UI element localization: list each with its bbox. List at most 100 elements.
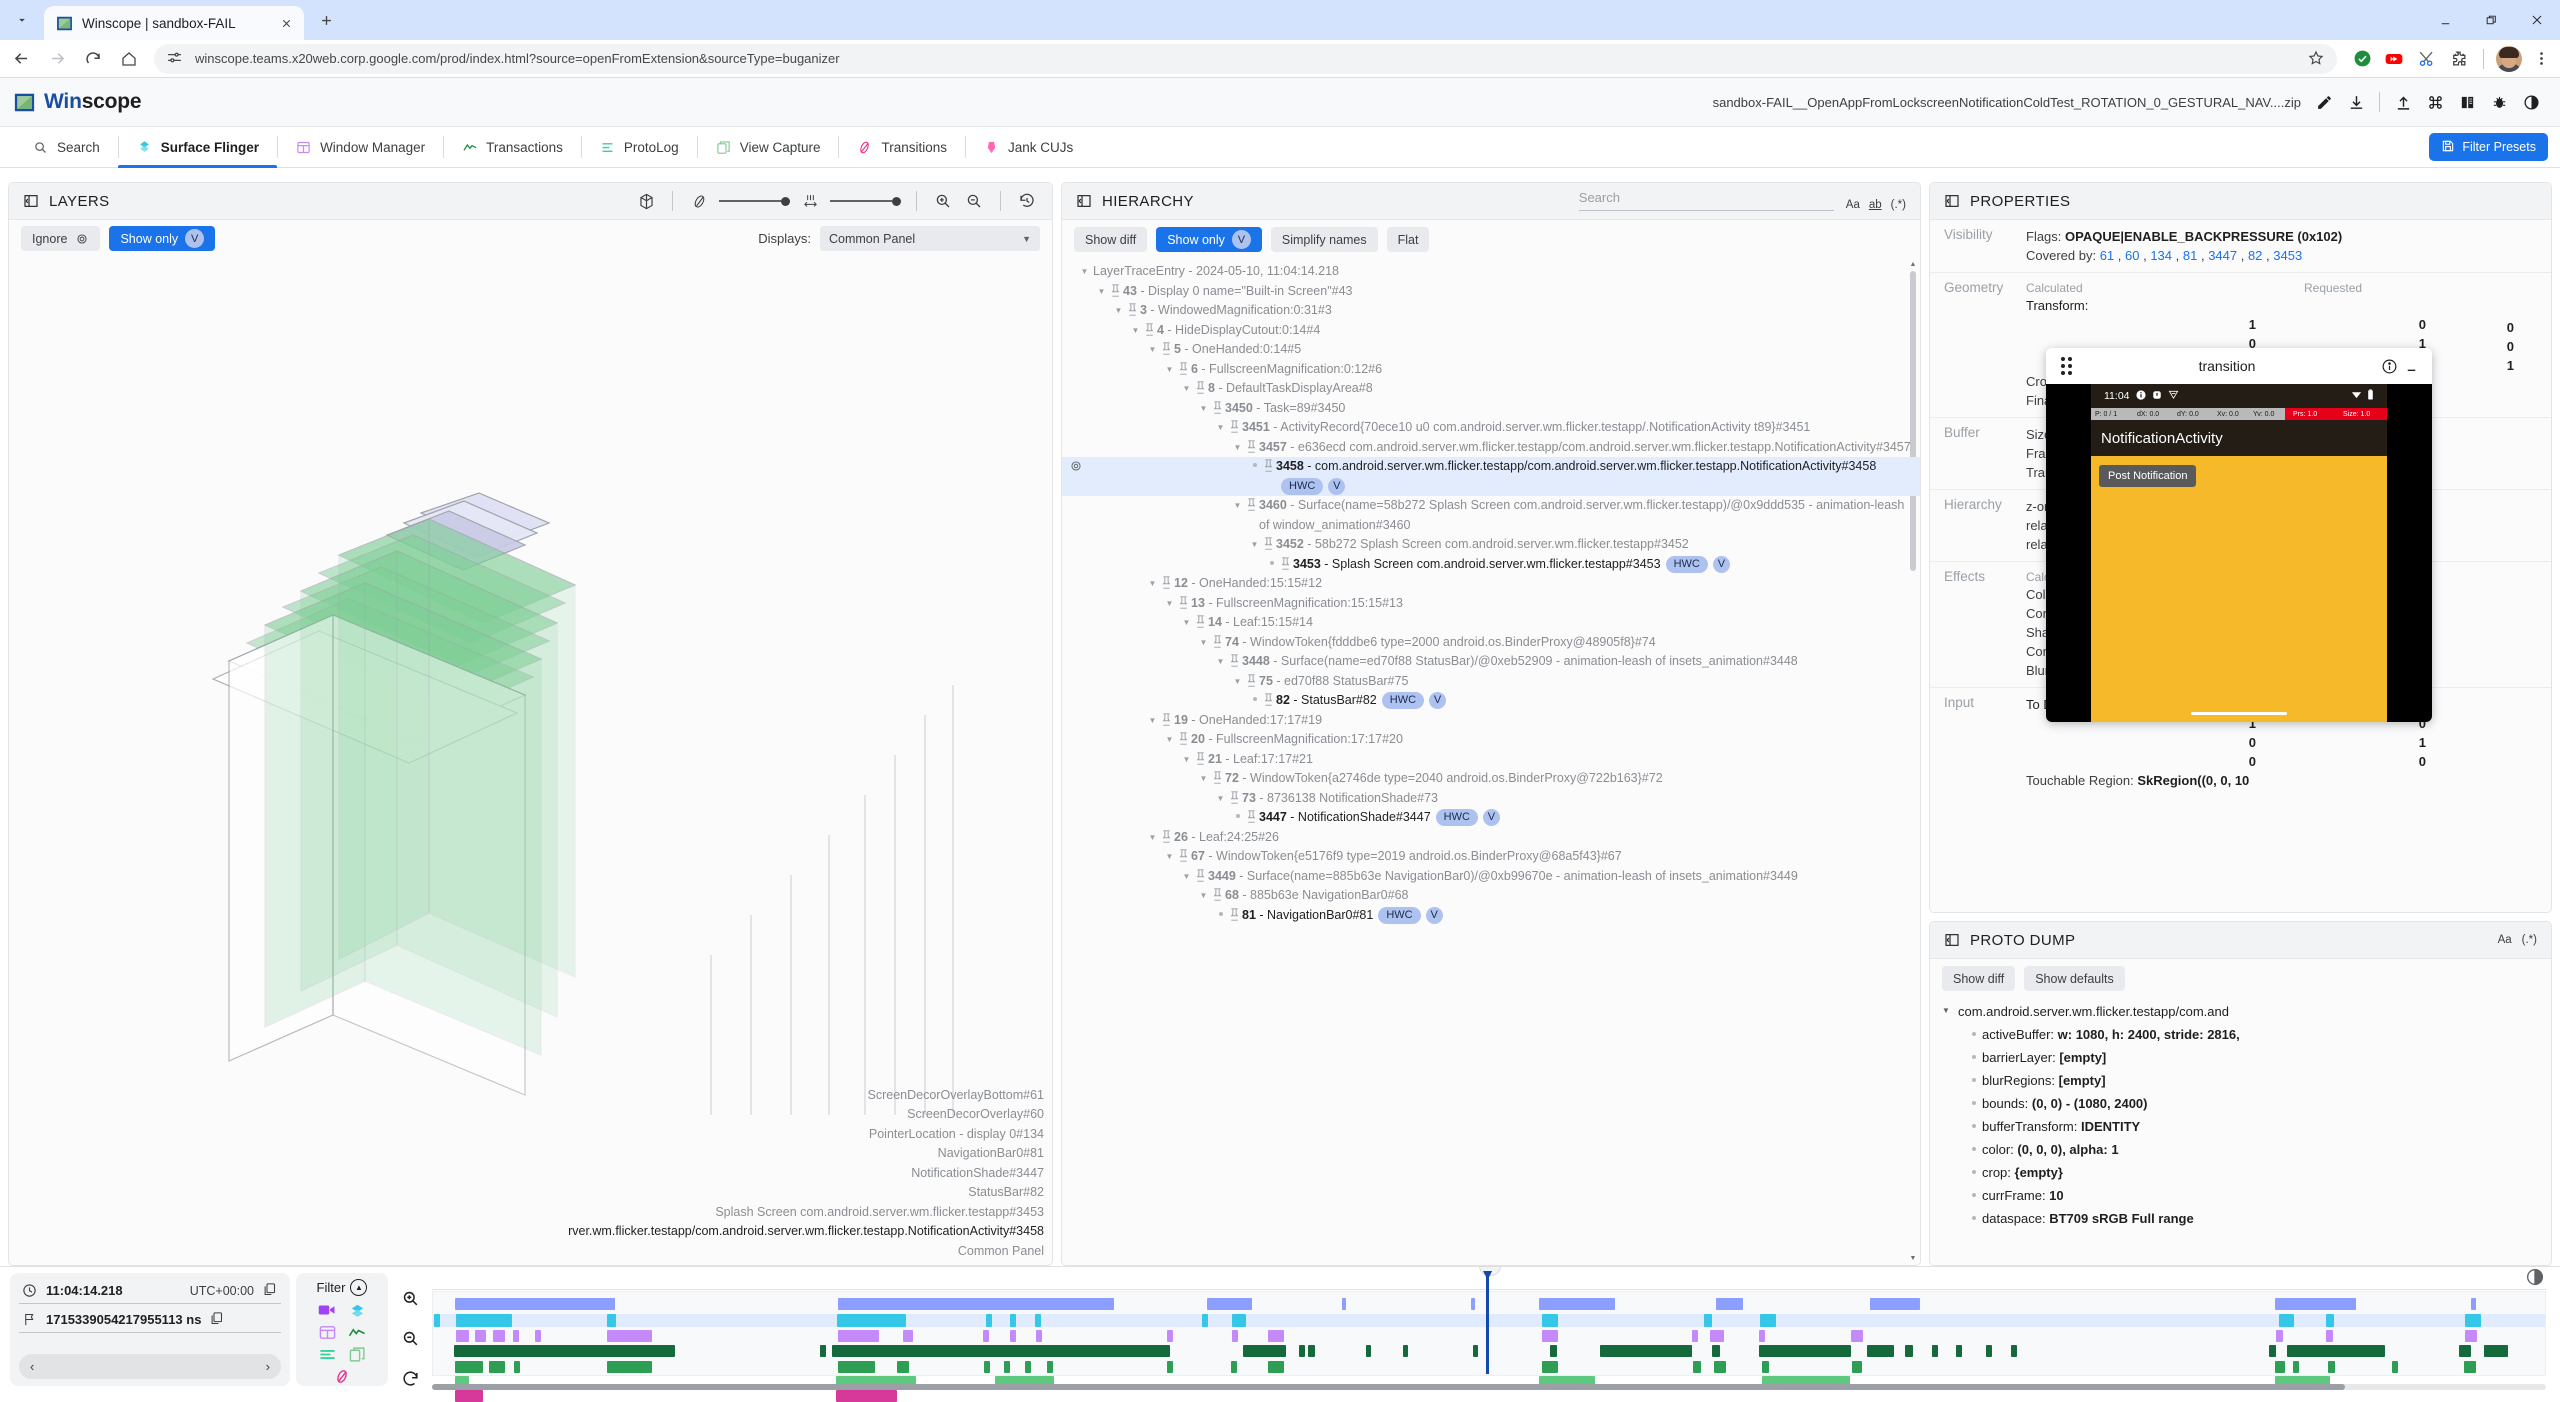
covered-by-link[interactable]: 3447 (2208, 248, 2237, 263)
filter-surface-flinger-icon[interactable] (345, 1300, 369, 1320)
layer-label[interactable]: StatusBar#82 (9, 1183, 1044, 1203)
info-icon[interactable] (2378, 355, 2400, 377)
timeline-segment[interactable] (607, 1330, 651, 1342)
timeline-segment[interactable] (1025, 1361, 1031, 1373)
chevron-down-icon[interactable]: ▼ (1229, 672, 1246, 686)
transition-window-titlebar[interactable]: transition (2046, 348, 2432, 384)
timeline-segment[interactable] (1004, 1361, 1010, 1373)
bug-report-icon[interactable] (2484, 87, 2514, 117)
timeline-tracks-wrapper[interactable] (432, 1267, 2560, 1392)
timeline-segment[interactable] (903, 1330, 913, 1342)
timeline-segment[interactable] (1716, 1298, 1743, 1310)
timeline-segment[interactable] (1231, 1361, 1237, 1373)
timeline-segment[interactable] (1867, 1345, 1894, 1357)
timeline-segment[interactable] (2275, 1298, 2356, 1310)
close-icon[interactable] (277, 14, 296, 33)
timeline-segment[interactable] (1759, 1345, 1851, 1357)
pin-icon[interactable] (1161, 340, 1174, 358)
collapse-panel-icon[interactable] (1944, 932, 1961, 949)
show-only-chip[interactable]: Show only V (1156, 227, 1262, 252)
timeline-segment[interactable] (434, 1314, 440, 1327)
layer-label[interactable]: Common Panel (9, 1242, 1044, 1262)
timeline-segment[interactable] (2465, 1330, 2477, 1342)
upload-icon[interactable] (2388, 87, 2418, 117)
proto-item[interactable]: dataspace: BT709 sRGB Full range (1930, 1207, 2551, 1230)
timeline-segment[interactable] (838, 1298, 1114, 1310)
show-diff-chip[interactable]: Show diff (1942, 966, 2015, 991)
youtube-icon[interactable] (2381, 46, 2407, 72)
dark-mode-toggle-icon[interactable] (2524, 1266, 2550, 1292)
pin-icon[interactable] (1195, 379, 1208, 397)
pin-icon[interactable] (1246, 496, 1259, 514)
timeline-segment[interactable] (1232, 1330, 1238, 1342)
reset-history-icon[interactable] (1016, 190, 1038, 212)
transition-window-body[interactable]: 11:04 (2046, 384, 2432, 722)
pin-icon[interactable] (1178, 730, 1191, 748)
zoom-out-icon[interactable] (397, 1325, 423, 1351)
tab-search[interactable]: Search (14, 127, 118, 167)
copy-icon[interactable] (262, 1282, 279, 1299)
hierarchy-node[interactable]: ▼67 - WindowToken{e5176f9 type=2019 andr… (1062, 847, 1920, 867)
pin-icon[interactable] (1263, 535, 1276, 553)
layer-rects[interactable] (9, 255, 1052, 1115)
hierarchy-node[interactable]: ▼74 - WindowToken{fdddbe6 type=2000 andr… (1062, 633, 1920, 653)
timeline-cursor[interactable] (1486, 1271, 1489, 1374)
chevron-down-icon[interactable]: ▼ (1195, 769, 1212, 783)
tab-surface-flinger[interactable]: Surface Flinger (118, 127, 277, 167)
pin-icon[interactable] (1178, 594, 1191, 612)
timeline-segment[interactable] (1542, 1314, 1558, 1327)
chevron-down-icon[interactable]: ▼ (1093, 282, 1110, 296)
timeline-segment[interactable] (1908, 1298, 1920, 1310)
chevron-down-icon[interactable]: ▼ (1195, 399, 1212, 413)
timeline-segment[interactable] (456, 1330, 468, 1342)
timeline-segment[interactable] (2326, 1330, 2332, 1342)
filter-view-capture-icon[interactable] (345, 1344, 369, 1364)
timeline-segment[interactable] (2392, 1361, 2398, 1373)
zoom-in-icon[interactable] (397, 1285, 423, 1311)
timeline-segment[interactable] (838, 1361, 875, 1373)
chevron-down-icon[interactable]: ▼ (1161, 360, 1178, 374)
pin-icon[interactable] (1195, 613, 1208, 631)
3d-box-icon[interactable] (635, 190, 657, 212)
timeline-segment[interactable] (1471, 1298, 1475, 1310)
home-button[interactable] (112, 42, 146, 76)
timeline-segment[interactable] (1759, 1330, 1765, 1342)
timeline-segment[interactable] (1473, 1345, 1478, 1357)
puzzle-icon[interactable] (2445, 46, 2471, 72)
proto-item[interactable]: crop: {empty} (1930, 1161, 2551, 1184)
timeline-segment[interactable] (454, 1345, 675, 1357)
pin-icon[interactable] (1229, 418, 1242, 436)
chevron-down-icon[interactable]: ▼ (1195, 633, 1212, 647)
timeline-segment[interactable] (1704, 1314, 1713, 1327)
proto-item[interactable]: currFrame: 10 (1930, 1184, 2551, 1207)
covered-by-link[interactable]: 82 (2248, 248, 2262, 263)
hierarchy-node[interactable]: ▼43 - Display 0 name="Built-in Screen"#4… (1062, 282, 1920, 302)
pin-icon[interactable] (1246, 672, 1259, 690)
layer-label[interactable]: ScreenDecorOverlayBottom#61 (9, 1086, 1044, 1106)
timeline-segment[interactable] (455, 1298, 615, 1310)
hierarchy-node[interactable]: ▼20 - FullscreenMagnification:17:17#20 (1062, 730, 1920, 750)
pin-icon[interactable] (1212, 886, 1225, 904)
window-minimize-button[interactable] (2422, 0, 2468, 40)
timeline-segment[interactable] (832, 1345, 1170, 1357)
timeline-segment[interactable] (2287, 1345, 2385, 1357)
timeline-segment[interactable] (489, 1361, 505, 1373)
timeline-horizontal-scrollbar[interactable] (432, 1384, 2546, 1390)
timeline-segment[interactable] (1342, 1298, 1346, 1310)
hierarchy-node[interactable]: ▼21 - Leaf:17:17#21 (1062, 750, 1920, 770)
chevron-up-icon[interactable]: ▲ (350, 1279, 367, 1296)
scrollbar-thumb[interactable] (432, 1384, 2345, 1390)
timeline-ns-field[interactable]: 1715339054217955113 ns (19, 1309, 281, 1333)
tab-transactions[interactable]: Transactions (443, 127, 581, 167)
covered-by-link[interactable]: 81 (2183, 248, 2197, 263)
timeline-segment[interactable] (1550, 1345, 1556, 1357)
timeline-segment[interactable] (2011, 1345, 2017, 1357)
chevron-down-icon[interactable]: ▼ (1144, 574, 1161, 588)
timeline-segment[interactable] (1403, 1345, 1408, 1357)
hierarchy-node[interactable]: ▼19 - OneHanded:17:17#19 (1062, 711, 1920, 731)
filter-transitions-icon[interactable] (330, 1366, 354, 1386)
window-close-button[interactable] (2514, 0, 2560, 40)
post-notification-button[interactable]: Post Notification (2099, 465, 2196, 487)
timeline-segment[interactable] (2328, 1361, 2335, 1373)
